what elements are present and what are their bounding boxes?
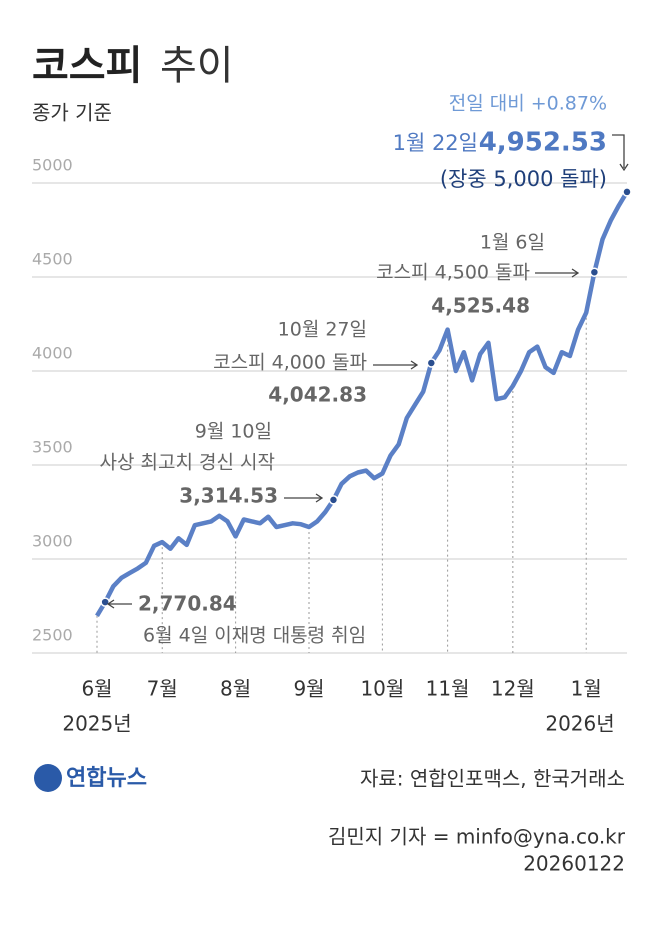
marker: [622, 187, 632, 197]
y-tick-label: 3000: [32, 532, 73, 551]
value-label: 4,525.48: [431, 294, 530, 318]
logo: 연합뉴스: [66, 765, 147, 791]
source: 자료: 연합인포맥스, 한국거래소: [360, 767, 625, 791]
value-label: 4,952.53: [479, 128, 607, 158]
marker: [100, 597, 110, 607]
x-tick-label: 10월: [360, 677, 404, 701]
date: 20260122: [523, 852, 625, 876]
y-tick-label: 4500: [32, 250, 73, 269]
y-tick-label: 5000: [32, 156, 73, 175]
x-tick-label: 6월: [81, 677, 112, 701]
arrow: [106, 599, 132, 609]
annotation: 10월 27일: [278, 319, 367, 341]
chart-title: 코스피: [32, 43, 142, 89]
annotation: 코스피 4,500 돌파: [376, 262, 530, 284]
annotation: 사상 최고치 경신 시작: [100, 452, 275, 474]
credit: 김민지 기자 = minfo@yna.co.kr: [328, 825, 626, 849]
chart-title: 추이: [160, 43, 234, 89]
x-tick-label: 11월: [426, 677, 470, 701]
annotation: 코스피 4,000 돌파: [213, 352, 367, 374]
value-label: 3,314.53: [179, 484, 278, 508]
marker: [328, 495, 339, 505]
year-label: 2026년: [545, 712, 614, 736]
arrow: [535, 268, 580, 278]
logo-mark: [34, 764, 62, 792]
x-tick-label: 12월: [491, 677, 535, 701]
subtitle: 종가 기준: [32, 101, 112, 125]
x-tick-label: 9월: [293, 677, 324, 701]
marker: [589, 267, 600, 277]
y-tick-label: 4000: [32, 344, 73, 363]
annotation: (장중 5,000 돌파): [440, 167, 607, 191]
annotation: 전일 대비 +0.87%: [449, 93, 607, 115]
value-label: 2,770.84: [138, 592, 237, 616]
arrow: [373, 360, 419, 370]
x-tick-label: 8월: [220, 677, 251, 701]
annotation: 1월 6일: [480, 232, 545, 254]
x-tick-label: 7월: [147, 677, 178, 701]
y-tick-label: 2500: [32, 626, 73, 645]
year-label: 2025년: [62, 712, 131, 736]
marker: [426, 358, 437, 368]
arrow: [284, 493, 324, 503]
y-tick-label: 3500: [32, 438, 73, 457]
annotation: 6월 4일 이재명 대통령 취임: [143, 625, 366, 647]
annotation: 9월 10일: [195, 421, 272, 443]
x-tick-label: 1월: [571, 677, 602, 701]
value-label: 4,042.83: [268, 383, 367, 407]
line: [95, 190, 629, 617]
annotation: 1월 22일: [393, 131, 478, 155]
arrow: [612, 134, 629, 172]
